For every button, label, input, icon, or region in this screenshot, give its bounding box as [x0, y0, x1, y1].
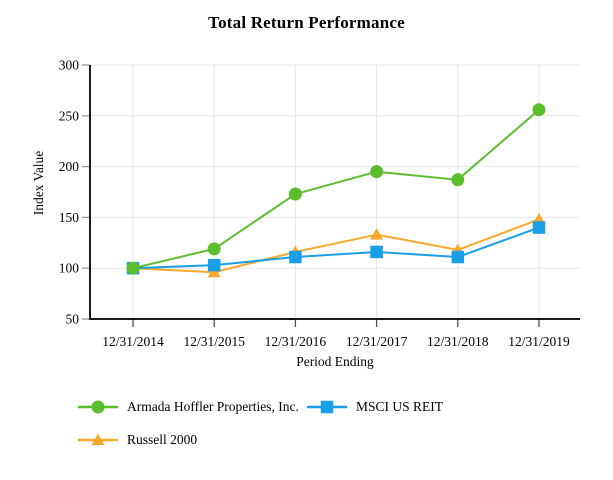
y-tick-label: 150	[59, 210, 80, 225]
legend: Armada Hoffler Properties, Inc. MSCI US R…	[78, 396, 443, 451]
y-tick-label: 200	[59, 159, 80, 174]
series-line	[132, 226, 540, 270]
legend-label: Russell 2000	[127, 432, 198, 447]
y-tick-label: 50	[66, 312, 80, 327]
series-msci-us-reit	[126, 221, 546, 275]
y-tick-label: 250	[59, 108, 80, 123]
data-point-msci-us-reit	[207, 258, 221, 272]
data-point-russell-2000	[207, 265, 221, 278]
legend-label: MSCI US REIT	[356, 399, 444, 414]
data-point-armada-hoffler-properties-inc	[532, 103, 546, 117]
legend-item-armada-hoffler-properties-inc: Armada Hoffler Properties, Inc.	[78, 396, 307, 418]
legend-marker-circle	[91, 400, 105, 414]
x-tick-label: 12/31/2015	[183, 334, 245, 349]
data-point-russell-2000	[370, 228, 384, 240]
series-line	[132, 108, 540, 270]
series-russell-2000	[126, 212, 546, 278]
legend-item-msci-us-reit: MSCI US REIT	[307, 396, 443, 418]
data-point-armada-hoffler-properties-inc	[370, 165, 384, 179]
legend-marker-square	[320, 400, 334, 414]
armada-hoffler-properties-inc-circle-swatch-icon	[78, 400, 118, 414]
x-tick-label: 12/31/2018	[427, 334, 489, 349]
data-point-msci-us-reit	[289, 250, 302, 264]
x-tick-label: 12/31/2017	[346, 334, 408, 349]
x-tick-label: 12/31/2016	[265, 334, 327, 349]
data-point-armada-hoffler-properties-inc	[451, 173, 465, 187]
legend-marker-triangle	[91, 433, 105, 445]
legend-item-russell-2000: Russell 2000	[78, 429, 307, 451]
data-point-armada-hoffler-properties-inc	[126, 261, 140, 275]
data-point-msci-us-reit	[532, 221, 546, 234]
legend-label: Armada Hoffler Properties, Inc.	[127, 399, 299, 414]
x-tick-label: 12/31/2014	[102, 334, 164, 349]
y-tick-label: 300	[59, 58, 80, 73]
y-tick-label: 100	[59, 261, 80, 276]
data-point-armada-hoffler-properties-inc	[288, 187, 302, 201]
data-point-msci-us-reit	[370, 245, 383, 259]
data-point-armada-hoffler-properties-inc	[207, 242, 221, 256]
series-armada-hoffler-properties-inc	[126, 103, 546, 275]
x-axis-label: Period Ending	[296, 354, 374, 369]
x-tick-label: 12/31/2019	[508, 334, 570, 349]
msci-us-reit-square-swatch-icon	[307, 400, 347, 414]
data-point-msci-us-reit	[451, 250, 465, 264]
series-line	[132, 218, 540, 274]
chart-title: Total Return Performance	[208, 13, 405, 32]
russell-2000-triangle-swatch-icon	[78, 433, 118, 445]
